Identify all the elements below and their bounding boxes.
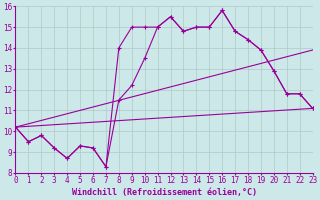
X-axis label: Windchill (Refroidissement éolien,°C): Windchill (Refroidissement éolien,°C)	[72, 188, 257, 197]
